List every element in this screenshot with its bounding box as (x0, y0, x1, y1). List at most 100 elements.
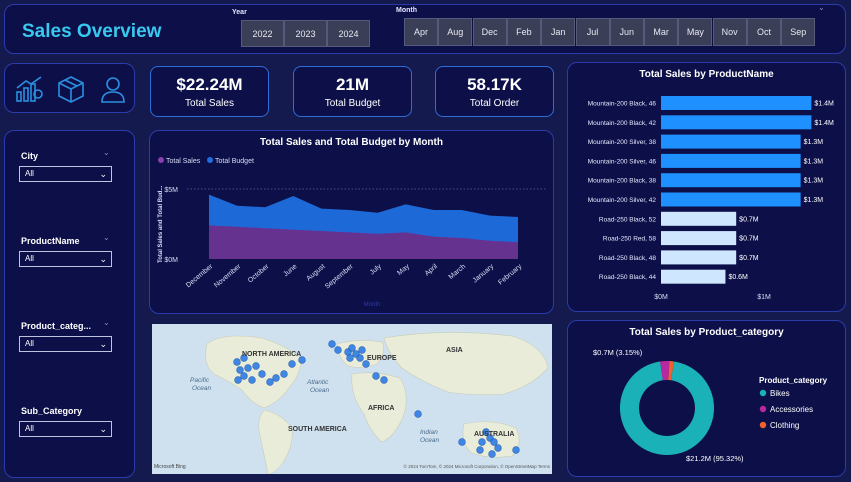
map-sales-point[interactable] (244, 364, 252, 372)
filter-city-label: City (21, 151, 39, 161)
bar[interactable] (661, 231, 737, 246)
kpi-total-budget-label: Total Budget (324, 98, 381, 109)
map-sales-point[interactable] (334, 346, 342, 354)
map-sales-point[interactable] (362, 360, 370, 368)
month-slicer-chevron-icon[interactable]: ⌄ (818, 3, 825, 12)
map-sales-point[interactable] (348, 344, 356, 352)
x-tick-label: December (185, 263, 215, 290)
map-sales-point[interactable] (236, 366, 244, 374)
bar[interactable] (661, 192, 801, 207)
map-sales-point[interactable] (298, 356, 306, 364)
map-label-asia: ASIA (446, 347, 463, 354)
map-sales-point[interactable] (476, 446, 484, 454)
month-option-jul[interactable]: Jul (575, 18, 610, 46)
year-option-2022[interactable]: 2022 (241, 20, 284, 47)
map-visual[interactable]: NORTH AMERICA EUROPE ASIA AFRICA SOUTH A… (152, 324, 552, 474)
y-tick-label: $5M (164, 187, 178, 194)
data-label: $1.3M (804, 178, 824, 185)
data-label: $0.7M (739, 255, 759, 262)
map-sales-points[interactable] (233, 340, 520, 458)
donut-slice-accessories[interactable] (660, 360, 670, 381)
donut-slice-bikes[interactable] (620, 361, 714, 456)
bar[interactable] (661, 173, 801, 188)
map-sales-point[interactable] (240, 354, 248, 362)
map-sales-point[interactable] (248, 376, 256, 384)
month-option-apr[interactable]: Apr (404, 18, 438, 46)
year-slicer-label: Year (232, 9, 247, 16)
month-option-feb[interactable]: Feb (506, 18, 541, 46)
bar[interactable] (661, 211, 737, 226)
bar[interactable] (661, 269, 726, 284)
map-sales-point[interactable] (288, 360, 296, 368)
filter-city-dropdown[interactable]: All ⌄ (19, 166, 112, 182)
month-option-jan[interactable]: Jan (541, 18, 576, 46)
map-sales-point[interactable] (233, 358, 241, 366)
chevron-down-icon: ⌄ (99, 424, 107, 434)
map-sales-point[interactable] (272, 374, 280, 382)
year-option-2023[interactable]: 2023 (284, 20, 327, 47)
x-tick-label: August (305, 263, 326, 282)
bar-chart: $0M $1M Mountain-200 Black, 46 $1.4M Mount… (588, 96, 834, 301)
map-sales-point[interactable] (482, 428, 490, 436)
month-option-dec[interactable]: Dec (472, 18, 507, 46)
y-tick-label: $0M (164, 257, 178, 264)
x-tick-label: February (497, 263, 523, 287)
map-sales-point[interactable] (414, 410, 422, 418)
bar[interactable] (661, 134, 801, 149)
x-tick-label: $0M (654, 294, 668, 301)
filter-sub-category-value: All (25, 424, 34, 433)
area-series-total-sales[interactable] (209, 225, 518, 259)
map-sales-point[interactable] (494, 444, 502, 452)
month-option-sep[interactable]: Sep (781, 18, 816, 46)
month-option-nov[interactable]: Nov (712, 18, 747, 46)
month-option-may[interactable]: May (678, 18, 713, 46)
month-option-jun[interactable]: Jun (609, 18, 644, 46)
map-sales-point[interactable] (280, 370, 288, 378)
donut-slice-clothing[interactable] (668, 361, 674, 381)
data-label: $0.6M (728, 274, 748, 281)
map-sales-point[interactable] (252, 362, 260, 370)
map-sales-point[interactable] (266, 378, 274, 386)
y-axis-label: Total Sales and Total Bud... (158, 185, 164, 263)
category-label: Mountain-200 Black, 38 (588, 178, 657, 185)
filter-city-chevron-icon[interactable]: ⌄ (103, 148, 110, 157)
bar[interactable] (661, 115, 812, 130)
month-option-aug[interactable]: Aug (438, 18, 473, 46)
map-sales-point[interactable] (488, 450, 496, 458)
filter-product-category-chevron-icon[interactable]: ⌄ (103, 318, 110, 327)
data-label: $1.4M (814, 120, 834, 127)
south-america-shape (258, 409, 293, 474)
area-chart-title: Total Sales and Total Budget by Month (260, 137, 443, 148)
map-sales-point[interactable] (234, 376, 242, 384)
x-tick-label: September (324, 263, 355, 291)
month-slicer-label: Month (396, 7, 417, 14)
month-option-oct[interactable]: Oct (747, 18, 781, 46)
map-sales-point[interactable] (478, 438, 486, 446)
map-sales-point[interactable] (358, 346, 366, 354)
year-option-2024[interactable]: 2024 (327, 20, 370, 47)
map-sales-point[interactable] (240, 372, 248, 380)
map-sales-point[interactable] (356, 354, 364, 362)
map-sales-point[interactable] (490, 438, 498, 446)
filter-productname-chevron-icon[interactable]: ⌄ (103, 233, 110, 242)
map-sales-point[interactable] (346, 354, 354, 362)
filter-productname-value: All (25, 254, 34, 263)
map-canvas[interactable]: NORTH AMERICA EUROPE ASIA AFRICA SOUTH A… (152, 324, 552, 474)
donut-legend-title: Product_category (759, 376, 828, 385)
map-sales-point[interactable] (380, 376, 388, 384)
filter-productname-dropdown[interactable]: All ⌄ (19, 251, 112, 267)
bar[interactable] (661, 153, 801, 168)
filter-product-category-dropdown[interactable]: All ⌄ (19, 336, 112, 352)
x-tick-label: November (213, 263, 243, 290)
data-label: $1.3M (804, 197, 824, 204)
legend-total-sales-marker (158, 157, 164, 163)
map-sales-point[interactable] (458, 438, 466, 446)
map-sales-point[interactable] (512, 446, 520, 454)
bar[interactable] (661, 96, 812, 110)
month-option-mar[interactable]: Mar (644, 18, 679, 46)
bar[interactable] (661, 250, 737, 265)
map-sales-point[interactable] (372, 372, 380, 380)
map-sales-point[interactable] (258, 370, 266, 378)
filter-sub-category-dropdown[interactable]: All ⌄ (19, 421, 112, 437)
map-sales-point[interactable] (328, 340, 336, 348)
